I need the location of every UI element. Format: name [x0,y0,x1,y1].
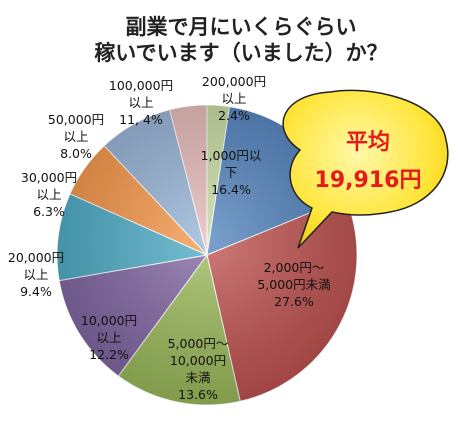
slice-label-8: 100,000円以上 11, 4% [109,78,173,127]
slice-label-line: 200,000円 [202,74,266,89]
slice-label-line: 9.4% [20,284,52,299]
slice-label-line: 6.3% [33,204,65,219]
slice-label-6: 30,000円以上 6.3% [21,170,77,219]
speech-bubble [282,89,449,249]
slice-label-line: 20,000円 [8,250,64,265]
slice-label-line: 12.2% [89,347,129,362]
slice-label-line: 2,000円～ [264,260,325,275]
slice-label-3: 5,000円～ 10,000円未満 13.6% [168,336,229,402]
slice-label-2: 2,000円～ 5,000円未満 27.6% [257,260,330,309]
chart-title-line2: 稼いでいます（いました）か？ [94,41,387,65]
pie-labels: 200,000円以上 2.4%1,000円以下 16.4%2,000円～ 5,000円… [8,74,331,402]
slice-label-line: 下 [225,165,238,180]
slice-label-line: 16.4% [211,182,251,197]
slice-label-line: 2.4% [218,108,250,123]
slice-label-7: 50,000円以上 8.0% [48,112,104,161]
slice-label-line: 以上 [36,187,61,202]
slice-label-line: 13.6% [178,387,218,402]
slice-label-line: 30,000円 [21,170,77,185]
slice-label-1: 1,000円以下 16.4% [201,148,262,197]
slice-label-line: 10,000円 [170,353,226,368]
slice-label-line: 以上 [128,95,153,110]
callout-value: 19,916円 [315,168,422,193]
slice-label-line: 以上 [23,267,48,282]
slice-label-line: 以上 [221,91,246,106]
slice-label-line: 100,000円 [109,78,173,93]
slice-label-0: 200,000円以上 2.4% [202,74,266,123]
slice-label-4: 10,000円以上 12.2% [81,313,137,362]
slice-label-line: 1,000円以 [201,148,262,163]
slice-label-line: 27.6% [274,294,314,309]
average-callout: 平均 19,916円 [282,89,449,249]
slice-label-line: 50,000円 [48,112,104,127]
slice-label-line: 8.0% [60,146,92,161]
slice-label-line: 5,000円～ [168,336,229,351]
slice-label-line: 以上 [96,330,121,345]
slice-label-line: 10,000円 [81,313,137,328]
chart-title-line1: 副業で月にいくらぐらい [126,15,357,39]
slice-label-line: 5,000円未満 [257,277,330,292]
callout-heading: 平均 [346,129,390,155]
slice-label-line: 以上 [63,129,88,144]
slice-label-5: 20,000円以上 9.4% [8,250,64,299]
slice-label-line: 未満 [185,370,210,385]
slice-label-line: 11, 4% [119,112,163,127]
